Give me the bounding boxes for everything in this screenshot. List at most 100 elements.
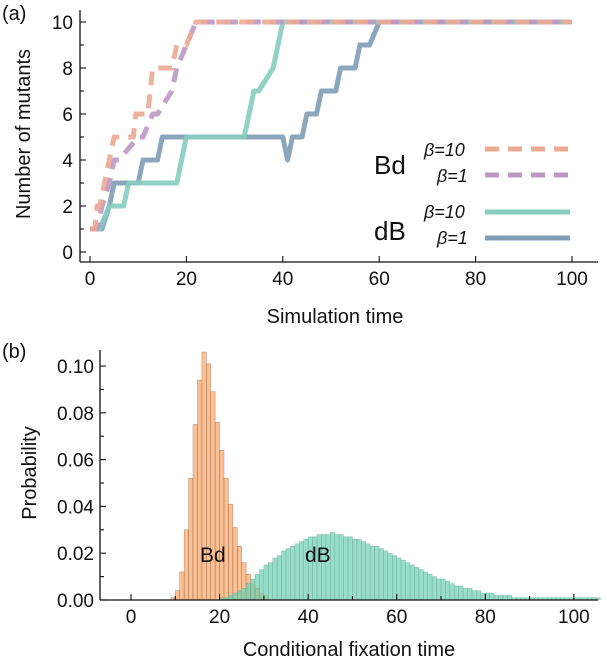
panel-a: (a) 0 20 40 60 80 100 0 2 4 6 8 10 Simulation time… — [2, 3, 598, 328]
db-hist-label: dB — [305, 544, 331, 567]
legend-group-db-label: dB — [374, 216, 406, 246]
db-hist-bar — [294, 543, 300, 601]
panel-a-y-tick-label: 4 — [62, 151, 73, 172]
db-hist-bar — [259, 569, 265, 601]
db-hist-bar — [400, 560, 406, 601]
db-hist-bar — [338, 534, 344, 601]
db-hist-bar — [458, 585, 464, 601]
panel-a-x-label: Simulation time — [267, 306, 404, 328]
db-hist-bar — [498, 595, 504, 601]
bd-hist-bar — [232, 527, 238, 601]
panel-a-y-ticks: 0 2 4 6 8 10 — [52, 13, 86, 264]
db-hist-bar — [330, 531, 335, 601]
db-hist-bar — [241, 588, 247, 601]
series-db-b10-line — [90, 19, 572, 232]
db-hist-bar — [232, 592, 238, 601]
db-hist-bar — [228, 595, 234, 601]
db-hist-bar — [383, 550, 389, 601]
panel-b-x-tick-label: 80 — [475, 607, 496, 628]
panel-a-y-tick-label: 6 — [62, 105, 73, 126]
db-hist-bar — [427, 574, 433, 601]
db-hist-bar — [285, 548, 291, 601]
panel-b-x-tick-label: 0 — [126, 607, 137, 628]
db-hist-bar — [334, 534, 340, 601]
db-hist-bar — [369, 545, 375, 601]
panel-b-x-tick-label: 20 — [209, 607, 230, 628]
db-hist-bar — [254, 574, 260, 601]
panel-b-x-ticks: 0 20 40 60 80 100 — [126, 594, 590, 628]
db-hist-bar — [356, 538, 362, 601]
db-hist-bar — [507, 595, 513, 601]
panel-a-x-tick-label: 100 — [556, 269, 588, 290]
panel-b-y-ticks: 0.00 0.02 0.04 0.06 0.08 0.10 — [57, 357, 106, 612]
db-hist-bar — [445, 581, 451, 601]
db-hist-bar — [250, 578, 256, 601]
panel-b-y-tick-label: 0.04 — [57, 497, 94, 518]
db-hist-bar — [440, 578, 446, 601]
db-hist-bar — [387, 552, 393, 601]
series-bd-b1-line — [90, 19, 572, 232]
db-hist-bar — [471, 590, 477, 601]
panel-a-y-tick-label: 8 — [62, 59, 73, 80]
db-hist-bar — [268, 562, 273, 601]
legend-bd-b1-label: β=1 — [436, 166, 468, 186]
db-hist-bar — [263, 564, 269, 601]
db-hist-bar — [493, 595, 499, 601]
legend-db-b1-label: β=1 — [436, 228, 468, 248]
db-hist-bar — [454, 585, 459, 601]
db-hist-bar — [290, 545, 296, 601]
db-hist-bar — [272, 557, 278, 601]
bd-hist-bar — [223, 478, 229, 601]
bd-hist-label: Bd — [200, 544, 226, 567]
legend-db-b10-label: β=10 — [423, 202, 465, 222]
db-hist-bar — [414, 567, 420, 601]
panel-b-x-tick-label: 100 — [558, 607, 590, 628]
db-hist-bar — [347, 536, 353, 601]
panel-b-bars — [170, 351, 601, 601]
panel-a-y-label: Number of mutants — [13, 49, 35, 219]
panel-b: (b) 0 20 40 60 80 100 0.00 0.02 0.04 0.06 0.08 0.1… — [2, 341, 601, 661]
bd-hist-bar — [179, 571, 185, 601]
db-hist-bar — [299, 541, 304, 601]
panel-a-y-tick-label: 0 — [62, 243, 73, 264]
db-hist-bar — [276, 555, 282, 601]
bd-hist-bar — [188, 478, 194, 601]
db-hist-bar — [405, 562, 411, 601]
bd-hist-bar — [197, 379, 203, 601]
panel-a-y-tick-label: 2 — [62, 197, 73, 218]
db-hist-bar — [480, 592, 486, 601]
panel-b-y-label: Probability — [19, 426, 41, 519]
db-hist-bar — [409, 564, 415, 601]
db-hist-bar — [485, 592, 490, 601]
db-hist-bar — [343, 536, 349, 601]
series-db-b1-line — [90, 19, 572, 232]
db-hist-bar — [392, 555, 397, 601]
panel-b-y-tick-label: 0.02 — [57, 544, 94, 565]
bd-hist-bar — [210, 391, 216, 601]
db-hist-bar — [431, 576, 437, 601]
db-hist-bar — [476, 590, 482, 601]
bd-hist-bar — [214, 421, 220, 601]
panel-b-x-tick-label: 60 — [386, 607, 407, 628]
db-hist-bar — [365, 543, 371, 601]
panel-b-y-tick-label: 0.00 — [57, 591, 94, 612]
db-hist-bar — [489, 592, 495, 601]
panel-a-legend: Bd β=10 β=1 dB β=10 β=1 — [374, 140, 570, 248]
panel-a-x-tick-label: 20 — [176, 269, 197, 290]
panel-b-y-tick-label: 0.10 — [57, 357, 94, 378]
db-hist-bar — [467, 588, 473, 601]
panel-a-series — [90, 19, 572, 232]
panel-b-x-tick-label: 40 — [298, 607, 319, 628]
db-hist-bar — [502, 595, 508, 601]
db-hist-bar — [449, 583, 455, 601]
panel-a-label: (a) — [2, 3, 26, 25]
db-hist-bar — [378, 548, 384, 601]
series-bd-b10-line — [90, 19, 572, 232]
panel-a-x-ticks: 0 20 40 60 80 100 — [85, 256, 588, 290]
db-hist-bar — [237, 590, 242, 601]
bd-hist-bar — [175, 590, 180, 601]
db-hist-bar — [374, 545, 380, 601]
panel-a-x-tick-label: 80 — [465, 269, 486, 290]
legend-bd-b10-label: β=10 — [423, 140, 465, 160]
